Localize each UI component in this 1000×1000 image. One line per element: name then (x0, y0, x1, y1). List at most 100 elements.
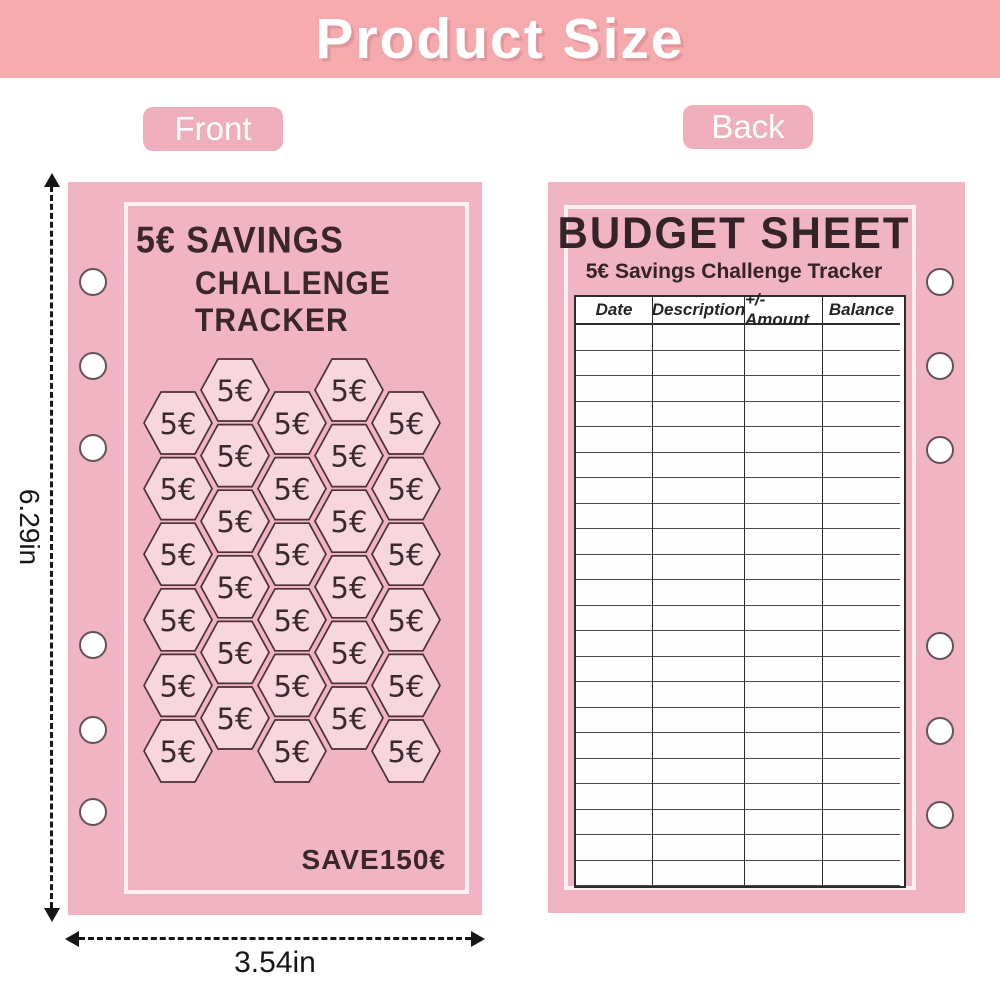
binder-hole (79, 352, 107, 380)
front-tag: Front (143, 107, 283, 151)
hex-amount-label: 5€ (160, 407, 197, 441)
table-empty-cell (823, 605, 900, 631)
table-empty-cell (576, 733, 653, 759)
table-empty-cell (745, 809, 823, 835)
width-dimension-line (79, 937, 471, 940)
hex-cell: 5€ (200, 358, 270, 422)
hex-cell: 5€ (257, 391, 327, 455)
table-empty-cell (823, 809, 900, 835)
hex-amount-label: 5€ (388, 735, 425, 769)
table-empty-cell (745, 860, 823, 886)
table-empty-cell (823, 452, 900, 478)
table-empty-cell (576, 860, 653, 886)
hex-cell: 5€ (143, 391, 213, 455)
table-empty-cell (823, 656, 900, 682)
table-empty-cell (653, 733, 745, 759)
table-empty-cell (823, 860, 900, 886)
hex-amount-label: 5€ (388, 473, 425, 507)
table-empty-cell (653, 835, 745, 861)
hex-amount-label: 5€ (274, 735, 311, 769)
budget-sheet-title: BUDGET SHEET (557, 208, 911, 258)
hex-amount-label: 5€ (160, 669, 197, 703)
table-empty-cell (576, 452, 653, 478)
table-empty-cell (745, 350, 823, 376)
table-empty-cell (576, 631, 653, 657)
table-empty-cell (745, 478, 823, 504)
table-empty-cell (745, 656, 823, 682)
table-empty-cell (823, 529, 900, 555)
back-tag-label: Back (711, 108, 785, 145)
table-empty-cell (823, 401, 900, 427)
table-empty-cell (576, 325, 653, 351)
table-empty-cell (576, 784, 653, 810)
table-empty-cell (823, 784, 900, 810)
hex-cell: 5€ (257, 719, 327, 783)
table-header-description: Description (652, 297, 745, 325)
binder-hole (79, 434, 107, 462)
table-empty-cell (745, 427, 823, 453)
save-goal-label: SAVE150€ (301, 844, 446, 875)
table-header-balance: Balance (823, 297, 900, 325)
hex-amount-label: 5€ (274, 604, 311, 638)
table-empty-cell (745, 758, 823, 784)
back-tag: Back (683, 105, 813, 149)
binder-hole (926, 436, 954, 464)
table-empty-cell (653, 376, 745, 402)
hex-amount-label: 5€ (217, 571, 254, 605)
table-empty-cell (653, 784, 745, 810)
hex-amount-label: 5€ (160, 735, 197, 769)
table-empty-cell (745, 682, 823, 708)
width-arrow-left-icon (65, 931, 79, 947)
hex-cell: 5€ (371, 719, 441, 783)
table-header-amount: +/-Amount (745, 290, 823, 329)
hex-cell: 5€ (200, 554, 270, 619)
hex-amount-label: 5€ (331, 636, 368, 670)
hex-cell: 5€ (371, 653, 441, 718)
height-arrow-up-icon (44, 173, 60, 187)
front-tag-label: Front (174, 110, 252, 147)
binder-hole (926, 632, 954, 660)
table-empty-cell (823, 707, 900, 733)
table-empty-cell (653, 529, 745, 555)
table-empty-cell (576, 554, 653, 580)
table-empty-cell (823, 631, 900, 657)
hex-cell: 5€ (314, 489, 384, 554)
table-empty-cell (653, 350, 745, 376)
table-empty-cell (823, 554, 900, 580)
binder-hole (79, 268, 107, 296)
table-empty-cell (576, 656, 653, 682)
hex-cell: 5€ (200, 686, 270, 750)
table-empty-cell (745, 707, 823, 733)
hex-cell: 5€ (257, 587, 327, 652)
table-empty-cell (576, 376, 653, 402)
hex-cell: 5€ (371, 587, 441, 652)
table-empty-cell (823, 350, 900, 376)
table-empty-cell (576, 580, 653, 606)
hex-amount-label: 5€ (331, 374, 368, 408)
binder-hole (79, 716, 107, 744)
table-empty-cell (653, 707, 745, 733)
front-title-line2: CHALLENGE TRACKER (195, 266, 391, 339)
table-empty-cell (653, 503, 745, 529)
table-empty-cell (576, 605, 653, 631)
table-empty-cell (653, 682, 745, 708)
table-empty-cell (576, 503, 653, 529)
table-empty-cell (653, 554, 745, 580)
table-empty-cell (653, 631, 745, 657)
hex-amount-label: 5€ (388, 669, 425, 703)
hex-amount-label: 5€ (217, 505, 254, 539)
table-header-date: Date (576, 297, 653, 325)
table-empty-cell (653, 452, 745, 478)
table-empty-cell (576, 350, 653, 376)
table-empty-cell (745, 784, 823, 810)
table-empty-cell (823, 758, 900, 784)
table-empty-cell (745, 554, 823, 580)
hex-amount-label: 5€ (217, 440, 254, 474)
hex-cell: 5€ (143, 456, 213, 521)
hex-amount-label: 5€ (331, 440, 368, 474)
budget-table: Date Description +/-Amount Balance (574, 290, 906, 888)
table-empty-cell (823, 503, 900, 529)
table-empty-cell (653, 401, 745, 427)
table-empty-cell (576, 478, 653, 504)
table-empty-cell (576, 835, 653, 861)
